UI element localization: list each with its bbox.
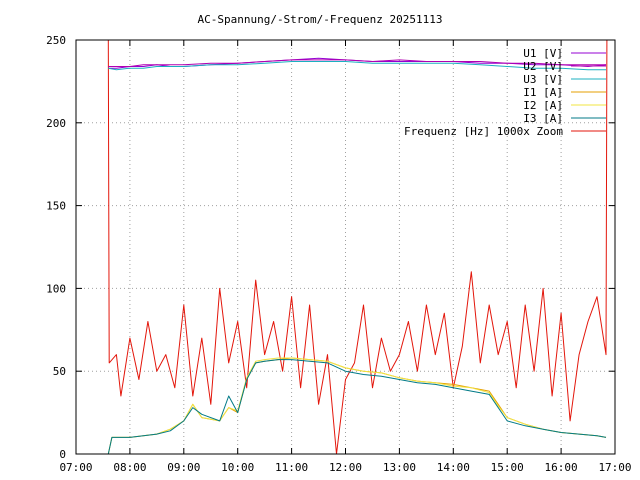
legend-label: I2 [A] xyxy=(523,99,563,112)
series-line xyxy=(108,59,606,67)
legend-entry: I2 [A] xyxy=(523,99,606,112)
x-tick-label: 12:00 xyxy=(329,461,362,474)
x-tick-labels: 07:00 08:00 09:00 10:00 11:00 12:00 13:00 14:00… xyxy=(59,461,631,474)
y-tick-label: 250 xyxy=(46,34,66,47)
y-tick-label: 100 xyxy=(46,282,66,295)
series-line xyxy=(107,357,607,455)
series-layer xyxy=(106,39,608,455)
series-line xyxy=(106,39,608,455)
x-tick-label: 16:00 xyxy=(545,461,578,474)
series-line xyxy=(107,357,607,455)
legend-label: U1 [V] xyxy=(523,47,563,60)
legend-entry: I3 [A] xyxy=(523,112,606,125)
legend-label: U2 [V] xyxy=(523,60,563,73)
chart-title: AC-Spannung/-Strom/-Frequenz 20251113 xyxy=(197,13,442,26)
legend-label: I3 [A] xyxy=(523,112,563,125)
legend-entry: I1 [A] xyxy=(523,86,606,99)
y-tick-labels: 0 50 100 150 200 250 xyxy=(46,34,66,461)
legend-label: I1 [A] xyxy=(523,86,563,99)
x-tick-label: 11:00 xyxy=(275,461,308,474)
legend: U1 [V]U2 [V]U3 [V]I1 [A]I2 [A]I3 [A]Freq… xyxy=(404,47,606,138)
y-tick-label: 50 xyxy=(53,365,66,378)
y-tick-label: 150 xyxy=(46,200,66,213)
legend-entry: U3 [V] xyxy=(523,73,606,86)
series-line xyxy=(108,61,606,71)
x-tick-label: 10:00 xyxy=(221,461,254,474)
series-line xyxy=(107,359,607,455)
legend-label: Frequenz [Hz] 1000x Zoom xyxy=(404,125,563,138)
x-tick-label: 15:00 xyxy=(491,461,524,474)
legend-entry: Frequenz [Hz] 1000x Zoom xyxy=(404,125,606,138)
x-tick-label: 08:00 xyxy=(113,461,146,474)
y-tick-label: 0 xyxy=(59,448,66,461)
x-tick-label: 14:00 xyxy=(437,461,470,474)
legend-label: U3 [V] xyxy=(523,73,563,86)
legend-entry: U2 [V] xyxy=(523,60,606,73)
x-tick-label: 17:00 xyxy=(598,461,631,474)
x-tick-label: 07:00 xyxy=(59,461,92,474)
legend-entry: U1 [V] xyxy=(523,47,606,60)
tick-marks xyxy=(75,39,616,455)
x-tick-label: 09:00 xyxy=(167,461,200,474)
x-tick-label: 13:00 xyxy=(383,461,416,474)
series-line xyxy=(108,57,607,69)
y-tick-label: 200 xyxy=(46,117,66,130)
